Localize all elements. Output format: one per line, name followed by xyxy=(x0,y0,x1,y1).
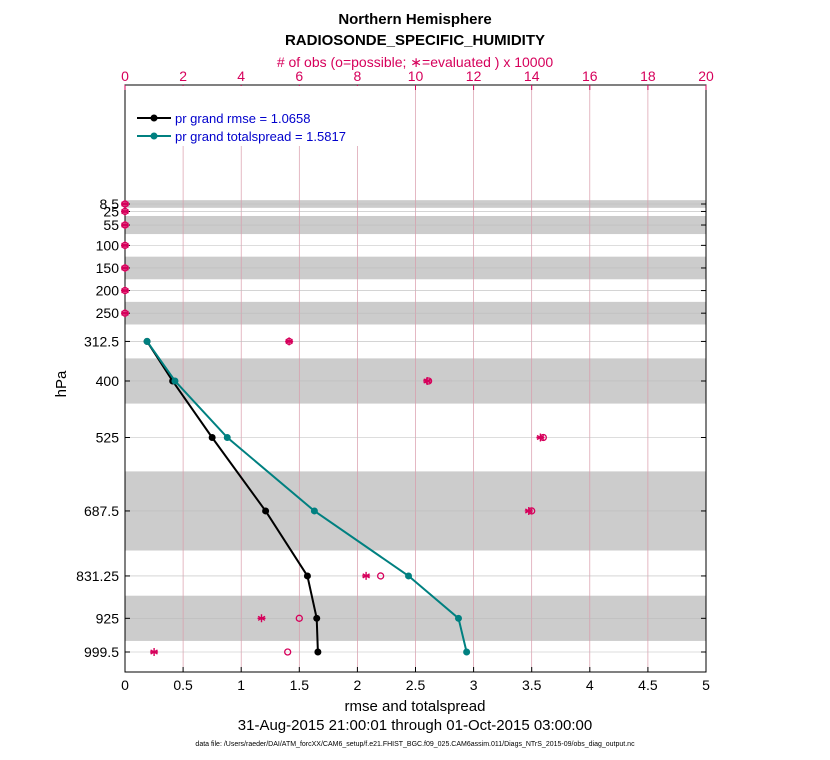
x-tick-label: 1 xyxy=(237,677,245,693)
series-point xyxy=(223,433,231,441)
top-tick-label: 14 xyxy=(524,68,540,84)
y-tick-label: 250 xyxy=(96,305,120,321)
obs-evaluated-marker xyxy=(524,507,533,515)
chart-title: Northern Hemisphere xyxy=(338,11,491,28)
y-tick-label: 200 xyxy=(96,283,120,299)
date-range: 31-Aug-2015 21:00:01 through 01-Oct-2015… xyxy=(238,717,592,734)
obs-evaluated-marker xyxy=(121,221,129,229)
top-tick-label: 2 xyxy=(179,68,187,84)
series-point xyxy=(314,648,322,656)
series-point xyxy=(405,572,413,580)
y-tick-label: 999.5 xyxy=(84,644,119,660)
y-tick-label: 400 xyxy=(96,373,120,389)
obs-evaluated-marker xyxy=(536,433,545,442)
obs-evaluated-marker xyxy=(121,207,129,216)
y-tick-label: 55 xyxy=(103,217,119,233)
top-axis-label: # of obs (o=possible; ∗=evaluated ) x 10… xyxy=(277,54,554,70)
x-tick-label: 5 xyxy=(702,677,710,693)
x-tick-label: 1.5 xyxy=(290,677,310,693)
x-tick-label: 3 xyxy=(470,677,478,693)
series-point xyxy=(303,572,311,580)
x-tick-label: 4 xyxy=(586,677,594,693)
chart-subtitle: RADIOSONDE_SPECIFIC_HUMIDITY xyxy=(285,32,545,49)
top-tick-label: 6 xyxy=(295,68,303,84)
y-tick-label: 8.5 xyxy=(100,196,120,212)
x-tick-label: 3.5 xyxy=(522,677,542,693)
legend-label: pr grand rmse = 1.0658 xyxy=(175,111,311,126)
series-point xyxy=(143,337,151,345)
series-point xyxy=(454,614,462,622)
series-point xyxy=(262,507,270,515)
obs-evaluated-marker xyxy=(285,337,294,346)
top-tick-label: 18 xyxy=(640,68,656,84)
x-tick-label: 4.5 xyxy=(638,677,658,693)
obs-evaluated-marker xyxy=(121,241,129,250)
top-tick-label: 20 xyxy=(698,68,714,84)
data-file-footnote: data file: /Users/raeder/DAI/ATM_forcXX/… xyxy=(195,741,635,748)
obs-evaluated-marker xyxy=(121,264,129,272)
obs-possible-marker xyxy=(284,648,292,656)
y-axis-label: hPa xyxy=(53,370,70,397)
x-tick-label: 0.5 xyxy=(173,677,193,693)
series-point xyxy=(171,377,179,385)
obs-evaluated-marker xyxy=(257,614,266,623)
y-tick-label: 100 xyxy=(96,237,120,253)
y-tick-label: 831.25 xyxy=(76,568,119,584)
x-tick-label: 0 xyxy=(121,677,129,693)
series-point xyxy=(310,507,318,515)
obs-evaluated-marker xyxy=(362,571,371,580)
y-tick-label: 687.5 xyxy=(84,503,119,519)
obs-possible-marker xyxy=(376,572,385,580)
top-tick-label: 12 xyxy=(466,68,482,84)
legend: pr grand rmse = 1.0658 pr grand totalspre… xyxy=(126,86,376,146)
y-tick-label: 150 xyxy=(96,260,120,276)
legend-label: pr grand totalspread = 1.5817 xyxy=(175,129,346,144)
legend-marker xyxy=(150,114,158,122)
y-tick-label: 525 xyxy=(96,429,120,445)
obs-evaluated-marker xyxy=(121,200,129,208)
y-tick-label: 25 xyxy=(103,203,119,219)
y-tick-label: 312.5 xyxy=(84,333,119,349)
obs-evaluated-marker xyxy=(150,648,159,656)
series-point xyxy=(208,433,216,441)
obs-evaluated-marker xyxy=(121,309,129,318)
obs-evaluated-marker xyxy=(121,286,129,295)
y-tick-label: 925 xyxy=(96,610,120,626)
obs-markers xyxy=(121,200,547,656)
series-lines xyxy=(143,337,471,656)
x-tick-label: 2.5 xyxy=(406,677,426,693)
x-tick-label: 2 xyxy=(354,677,362,693)
obs-possible-marker xyxy=(295,614,303,622)
series-point xyxy=(463,648,471,656)
series-point xyxy=(313,614,321,622)
top-tick-label: 4 xyxy=(237,68,245,84)
obs-evaluated-marker xyxy=(423,377,432,385)
axis-ticks: 0 0.5 1 1.5 2 2.5 3 3.5 4 4.5 5 0 2 4 6 8 10 12 14 16 18 20 8.… xyxy=(76,68,714,693)
top-tick-label: 0 xyxy=(121,68,129,84)
top-tick-label: 8 xyxy=(354,68,362,84)
top-tick-label: 10 xyxy=(408,68,424,84)
legend-marker xyxy=(150,132,158,140)
x-axis-label: rmse and totalspread xyxy=(345,698,486,715)
top-tick-label: 16 xyxy=(582,68,598,84)
